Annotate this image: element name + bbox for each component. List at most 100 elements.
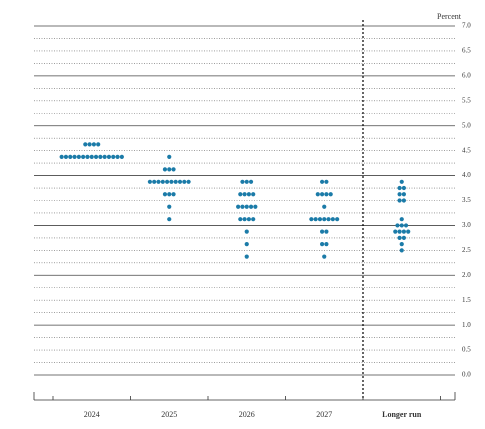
x-tick-label: 2024 — [84, 410, 100, 419]
dot — [165, 179, 170, 184]
y-tick-label: 3.0 — [462, 221, 471, 229]
dot — [324, 242, 329, 247]
dot — [156, 179, 161, 184]
dot — [244, 229, 249, 234]
x-tick-label: Longer run — [382, 410, 422, 419]
dot — [401, 229, 406, 234]
dot — [167, 192, 172, 197]
x-tick-label: 2025 — [161, 410, 177, 419]
y-tick-label: 6.0 — [462, 71, 471, 79]
dot — [397, 235, 402, 240]
dot — [182, 179, 187, 184]
y-tick-label: 0.5 — [462, 346, 471, 354]
dot — [96, 142, 101, 147]
dot — [106, 154, 112, 159]
y-tick-label: 0.0 — [462, 371, 471, 379]
dot — [171, 167, 176, 172]
dot — [236, 204, 241, 209]
dot — [397, 198, 402, 203]
dot — [81, 154, 86, 159]
dot — [68, 154, 73, 159]
dot — [330, 217, 335, 222]
dot — [89, 154, 94, 159]
x-tick-label: 2027 — [316, 410, 332, 419]
dot — [399, 217, 404, 222]
dot — [401, 192, 406, 197]
y-tick-label: 1.5 — [462, 296, 471, 304]
dot — [328, 192, 333, 197]
y-tick-label: 1.0 — [462, 321, 471, 329]
dot — [102, 154, 107, 159]
dot — [322, 254, 327, 259]
dot — [242, 192, 247, 197]
dot — [173, 179, 178, 184]
dot — [335, 217, 340, 222]
dot — [397, 185, 402, 191]
dot — [177, 179, 183, 184]
dot — [242, 217, 247, 222]
dot — [406, 229, 411, 234]
dot — [167, 204, 172, 209]
dot — [87, 142, 92, 147]
dot — [91, 142, 96, 147]
dot — [167, 217, 172, 222]
dot — [401, 185, 406, 191]
dot — [186, 179, 191, 184]
dot — [244, 179, 249, 184]
dot — [320, 179, 325, 184]
dot — [320, 229, 325, 234]
y-tick-label: 7.0 — [462, 22, 471, 30]
dot — [72, 154, 77, 159]
dot — [251, 192, 256, 197]
y-tick-label: 4.0 — [462, 171, 471, 179]
dot — [169, 179, 174, 184]
dot — [322, 204, 327, 209]
dot — [171, 192, 176, 197]
dot — [248, 179, 254, 184]
y-tick-label: 2.0 — [462, 271, 471, 279]
dot — [244, 242, 249, 247]
dot — [401, 235, 406, 240]
dot — [246, 192, 251, 197]
dot — [399, 223, 404, 228]
y-tick-label: 2.5 — [462, 246, 471, 254]
dot — [403, 223, 409, 228]
dot — [253, 204, 258, 209]
dot — [147, 179, 152, 184]
dot — [160, 179, 165, 184]
y-tick-label: 5.5 — [462, 96, 471, 104]
dot — [395, 223, 400, 228]
y-tick-label: 6.5 — [462, 47, 471, 55]
dot — [401, 198, 406, 203]
dot — [240, 179, 245, 184]
dot — [324, 192, 329, 197]
dot — [393, 229, 398, 234]
dot — [238, 192, 243, 197]
dot — [322, 217, 327, 222]
dot — [326, 217, 331, 222]
y-axis-label: Percent — [437, 12, 462, 21]
dot — [162, 167, 168, 172]
y-tick-label: 5.0 — [462, 121, 471, 129]
dot — [397, 229, 402, 234]
dot — [251, 217, 256, 222]
dot — [167, 154, 172, 159]
dot — [320, 242, 325, 247]
dot — [240, 204, 245, 209]
dot — [115, 154, 120, 159]
dot — [98, 154, 103, 159]
dot — [324, 229, 329, 234]
dot — [85, 154, 90, 159]
dot — [313, 217, 318, 222]
dot — [244, 204, 249, 209]
dot — [315, 192, 320, 197]
dot — [397, 192, 402, 197]
dot — [76, 154, 81, 159]
dot — [119, 154, 124, 159]
dot — [248, 204, 254, 209]
dot — [93, 154, 99, 159]
dot — [246, 217, 251, 222]
dot — [309, 217, 314, 222]
dot — [399, 248, 404, 253]
